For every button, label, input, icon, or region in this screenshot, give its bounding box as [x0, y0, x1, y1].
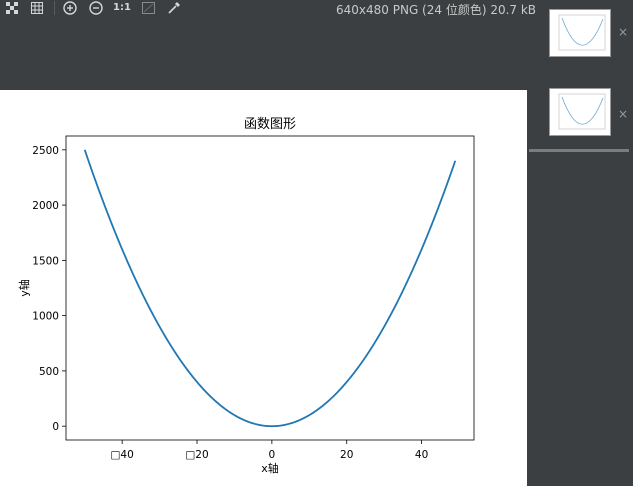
color-picker-icon[interactable] — [167, 0, 181, 16]
x-tick-label: □20 — [185, 449, 208, 461]
grid-icon[interactable] — [30, 0, 44, 16]
zoom-in-icon[interactable] — [63, 0, 77, 16]
actual-size-icon[interactable]: 1:1 — [113, 2, 131, 13]
y-tick-label: 2500 — [32, 145, 59, 157]
y-tick-label: 2000 — [32, 200, 59, 212]
zoom-out-icon[interactable] — [89, 0, 103, 16]
y-tick-label: 500 — [39, 366, 59, 378]
checkerboard-icon[interactable] — [5, 0, 19, 16]
plot-frame — [65, 135, 475, 441]
toolbar: 1:1 640x480 PNG (24 位颜色) 20.7 kB — [0, 0, 536, 18]
image-preview: 函数图形 0 500 1000 1500 2000 2500 □40 □20 0 20 40 x轴 y轴 — [0, 90, 527, 486]
panel-divider — [529, 149, 629, 152]
y-tick-label: 1000 — [32, 311, 59, 323]
fit-window-icon[interactable] — [141, 0, 155, 16]
chart-title: 函数图形 — [244, 117, 296, 132]
x-axis-label: x轴 — [261, 461, 279, 475]
thumbnail-2-preview — [558, 93, 606, 130]
x-tick-label: 40 — [415, 449, 428, 461]
thumbnail-1[interactable] — [549, 9, 611, 57]
series-line — [83, 149, 457, 428]
x-tick-label: □40 — [110, 449, 133, 461]
toolbar-separator — [54, 1, 55, 15]
x-tick-label: 20 — [340, 449, 353, 461]
thumbnail-2[interactable] — [549, 88, 611, 136]
thumbnail-panel: × × — [528, 0, 633, 486]
image-info: 640x480 PNG (24 位颜色) 20.7 kB — [336, 3, 537, 17]
y-tick-label: 0 — [52, 421, 59, 433]
function-chart: 函数图形 0 500 1000 1500 2000 2500 □40 □20 0 20 40 x轴 y轴 — [17, 117, 475, 475]
x-tick-label: 0 — [269, 449, 276, 461]
thumbnail-1-preview — [558, 14, 606, 51]
y-axis-label: y轴 — [17, 279, 31, 297]
y-tick-label: 1500 — [32, 255, 59, 267]
thumbnail-1-close-icon[interactable]: × — [618, 25, 629, 39]
thumbnail-2-close-icon[interactable]: × — [618, 107, 629, 121]
